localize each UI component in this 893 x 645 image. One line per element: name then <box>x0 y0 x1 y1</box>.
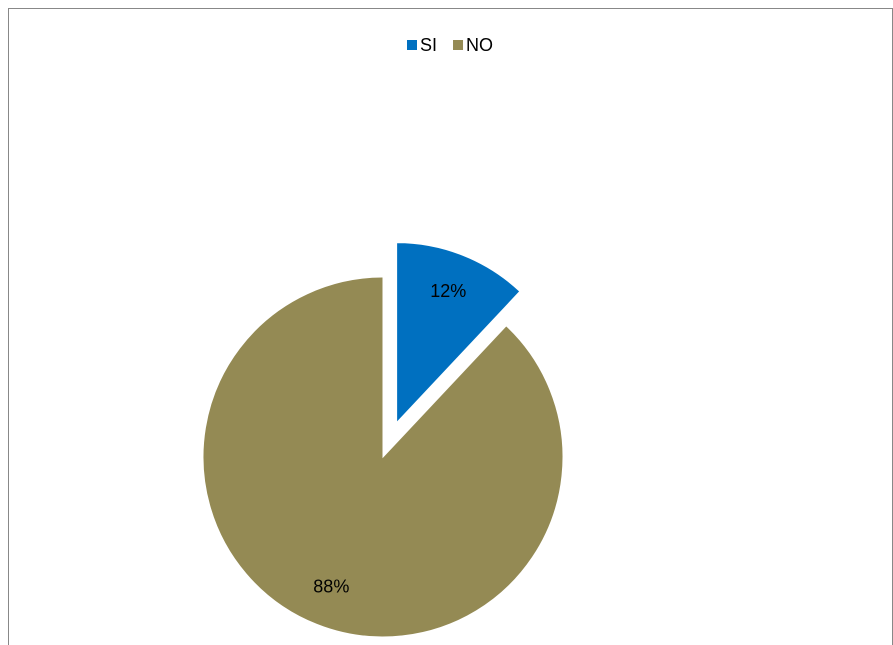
legend-label: SI <box>420 35 437 55</box>
pie-slice <box>202 276 564 638</box>
legend-swatch <box>407 40 417 50</box>
legend-label: NO <box>466 35 493 55</box>
pie-slice <box>396 242 521 424</box>
legend-swatch <box>453 40 464 50</box>
data-label: 88% <box>313 576 349 596</box>
data-label: 12% <box>430 281 466 301</box>
